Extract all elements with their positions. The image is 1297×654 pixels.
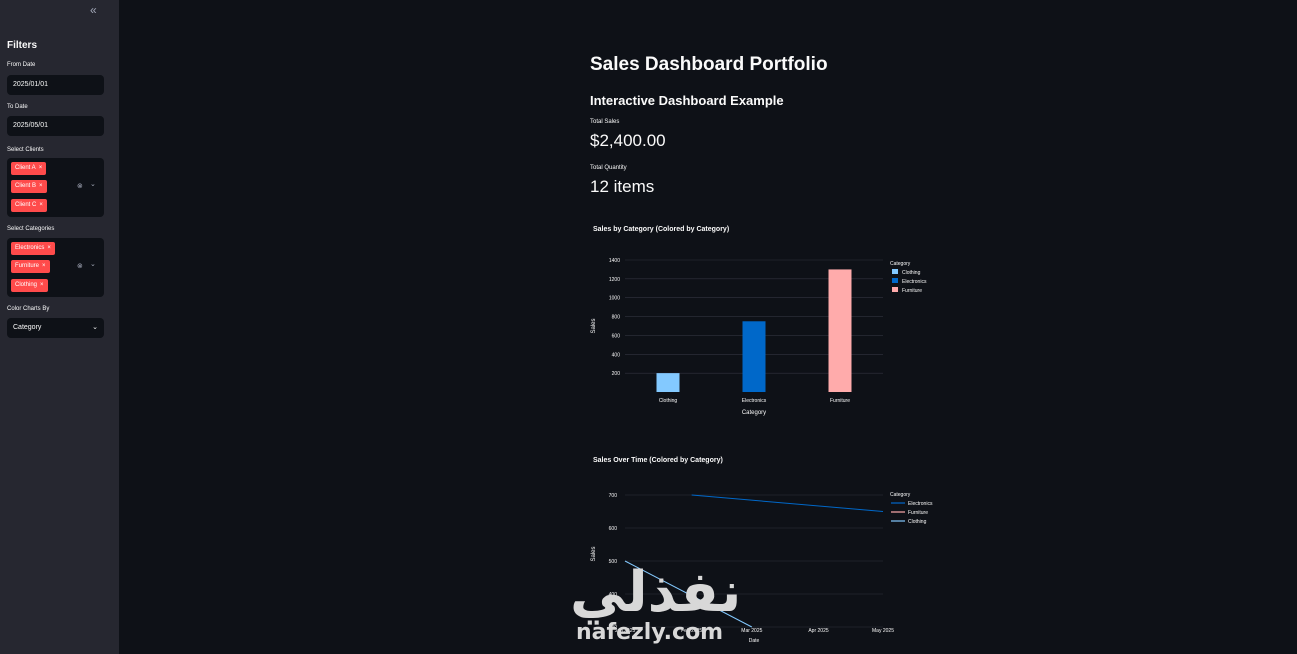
x-axis-label: Category <box>742 410 766 416</box>
legend-swatch <box>892 287 898 292</box>
categories-label: Select Categories <box>7 226 55 232</box>
line-chart: 300 400 500 600 700 Jan 2025 Feb 2025 Mar 2025 A… <box>591 492 933 644</box>
sidebar-title: Filters <box>7 40 38 51</box>
x-tick-label: Electronics <box>742 398 767 404</box>
legend-swatch <box>892 278 898 283</box>
legend-title: Category <box>890 261 911 267</box>
page-title: Sales Dashboard Portfolio <box>590 54 828 75</box>
metric-value-total-quantity: 12 items <box>590 177 655 196</box>
chip-remove-icon[interactable]: × <box>47 245 51 251</box>
categories-multiselect[interactable]: Electronics × Furniture × Clothing × ⊗ ⌄ <box>7 238 104 297</box>
legend-item: Electronics <box>902 279 927 285</box>
chip-remove-icon[interactable]: × <box>38 165 43 171</box>
clear-icon[interactable]: ⊗ <box>77 263 83 270</box>
legend-swatch <box>892 269 898 274</box>
chip-client-c: Client C × <box>11 199 47 212</box>
x-tick-label: Feb 2025 <box>681 628 702 634</box>
bar-chart-title: Sales by Category (Colored by Category) <box>593 226 730 233</box>
y-axis-label: Sales <box>591 546 597 561</box>
watermark-latin: nafezly.com <box>576 620 724 645</box>
from-date-input[interactable]: 2025/01/01 <box>7 75 104 95</box>
y-tick-label: 200 <box>612 371 621 377</box>
from-date-label: From Date <box>7 62 36 68</box>
chip-clothing: Clothing × <box>11 279 48 292</box>
chip-label: Client A <box>15 165 36 171</box>
x-tick-label: May 2025 <box>872 628 894 634</box>
chip-furniture: Furniture × <box>11 260 50 273</box>
clients-multiselect[interactable]: Client A × Client B × Client C × ⊗ ⌄ <box>7 158 104 217</box>
line-chart-title: Sales Over Time (Colored by Category) <box>593 457 723 464</box>
chip-electronics: Electronics × <box>11 242 55 255</box>
y-tick-label: 400 <box>609 592 618 598</box>
color-by-select[interactable]: Category ⌄ <box>7 318 104 338</box>
x-tick-label: Furniture <box>830 398 850 404</box>
metric-value-total-sales: $2,400.00 <box>590 131 666 150</box>
chip-label: Client C <box>15 202 37 208</box>
x-tick-label: Mar 2025 <box>741 628 762 634</box>
y-tick-label: 300 <box>609 625 618 631</box>
collapse-sidebar-icon[interactable]: « <box>90 3 97 17</box>
chip-remove-icon[interactable]: × <box>39 183 43 189</box>
x-tick-label: Apr 2025 <box>808 628 829 634</box>
y-tick-label: 600 <box>609 526 618 532</box>
y-axis-label: Sales <box>591 318 597 333</box>
chip-label: Electronics <box>15 245 45 251</box>
legend-item: Electronics <box>908 501 933 507</box>
page-subtitle: Interactive Dashboard Example <box>590 93 784 108</box>
y-tick-label: 600 <box>612 333 621 339</box>
chip-client-b: Client B × <box>11 180 47 193</box>
watermark-arabic: نفذلي <box>570 560 743 625</box>
y-tick-label: 1200 <box>609 277 620 283</box>
clients-label: Select Clients <box>7 147 44 153</box>
bar-furniture <box>828 269 852 392</box>
y-tick-label: 700 <box>609 493 618 499</box>
y-tick-label: 1000 <box>609 296 620 302</box>
legend-item: Furniture <box>902 288 922 294</box>
chip-label: Clothing <box>15 282 38 288</box>
chip-label: Client B <box>15 183 37 189</box>
bar-chart: 200 400 600 800 1000 1200 1400 Clothing Electron… <box>591 258 927 416</box>
watermark-logo: نفذلي nafezly.com <box>568 560 743 654</box>
chevron-down-icon: ⌄ <box>92 324 98 331</box>
bar-clothing <box>656 373 680 392</box>
legend-item: Clothing <box>908 519 927 525</box>
chip-remove-icon[interactable]: × <box>40 282 44 288</box>
y-tick-label: 800 <box>612 315 621 321</box>
x-tick-label: Clothing <box>659 398 678 404</box>
to-date-label: To Date <box>7 104 28 110</box>
chip-label: Furniture <box>15 263 40 269</box>
color-by-label: Color Charts By <box>7 306 50 312</box>
bar-electronics <box>742 321 766 392</box>
x-axis-label: Date <box>749 638 760 644</box>
legend-item: Furniture <box>908 510 928 516</box>
color-by-value: Category <box>13 324 42 331</box>
legend-item: Clothing <box>902 270 921 276</box>
series-line-clothing <box>624 560 753 628</box>
to-date-input[interactable]: 2025/05/01 <box>7 116 104 136</box>
metric-label-total-sales: Total Sales <box>590 119 620 125</box>
metric-label-total-quantity: Total Quantity <box>590 165 627 171</box>
y-tick-label: 400 <box>612 352 621 358</box>
chevron-down-icon[interactable]: ⌄ <box>90 181 96 188</box>
chip-remove-icon[interactable]: × <box>39 202 43 208</box>
x-tick-label: Jan 2025 <box>615 628 636 634</box>
sidebar: « Filters From Date 2025/01/01 To Date 2… <box>0 0 119 654</box>
y-tick-label: 1400 <box>609 258 620 264</box>
chevron-down-icon[interactable]: ⌄ <box>90 261 96 268</box>
series-line-electronics <box>691 494 884 512</box>
chip-remove-icon[interactable]: × <box>42 263 46 269</box>
clear-icon[interactable]: ⊗ <box>77 183 83 190</box>
y-tick-label: 500 <box>609 559 618 565</box>
chip-client-a: Client A × <box>11 162 47 175</box>
legend-title: Category <box>890 492 911 498</box>
